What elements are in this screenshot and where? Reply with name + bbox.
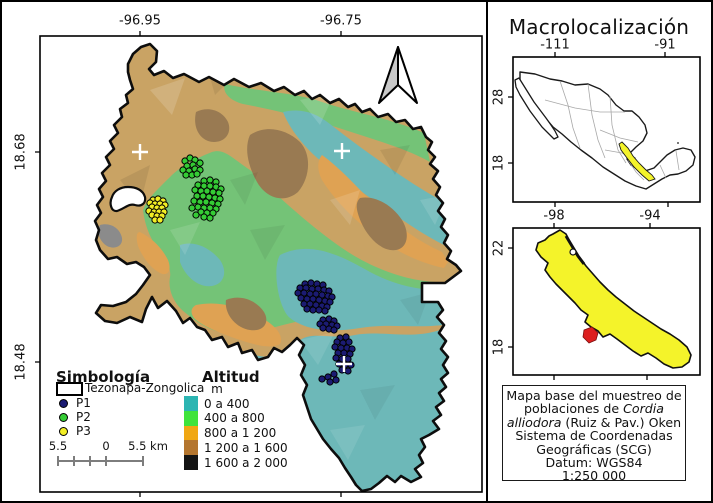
municipality-boundary <box>93 42 463 493</box>
veracruz-y-tick-label: 22 <box>491 239 507 257</box>
legend-row-p3: P3 <box>59 424 91 438</box>
veracruz-highlight <box>618 141 656 182</box>
caption-line: 1:250 000 <box>561 468 627 484</box>
population-dot-clusters <box>145 154 356 386</box>
p2-cluster <box>179 154 225 222</box>
elevation-zone-1600-2000-b <box>195 109 230 142</box>
shadow-patch-a <box>98 224 123 248</box>
graticule-crosses <box>132 143 352 372</box>
mexico-x-tick-label: -111 <box>540 37 570 53</box>
scale-bar <box>57 456 144 466</box>
altitude-class-swatch <box>184 425 198 441</box>
x-tick-label: -96.95 <box>119 13 161 29</box>
inset-panel-title: Macrolocalización <box>508 15 690 39</box>
y-tick-label: 18.48 <box>13 343 29 381</box>
p2-legend-label: P2 <box>76 410 91 424</box>
elevation-zone-0-400-northeast <box>283 110 461 255</box>
p1-legend-label: P1 <box>76 396 91 410</box>
caption-line: alliodora (Ruiz & Pav.) Oken <box>506 414 682 430</box>
caption-line: Datum: WGS84 <box>545 455 643 471</box>
veracruz-x-tick-label: -94 <box>639 208 661 224</box>
altitude-class-label: 1 600 a 2 000 <box>204 455 288 470</box>
graticule-cross <box>334 143 350 159</box>
mexico-inset-map <box>508 52 701 207</box>
altitude-class-label: 800 a 1 200 <box>204 426 277 441</box>
mexico-x-tick-label: -91 <box>654 37 676 53</box>
veracruz-x-tick-label: -98 <box>543 208 565 224</box>
elevation-zone-800-1200-southwest <box>191 303 282 347</box>
symbology-legend-title: Simbología <box>56 368 151 386</box>
main-map-frame <box>35 31 483 497</box>
mexico-outline <box>519 71 696 190</box>
boundary-label: Tezonapa-Zongolica <box>85 381 205 395</box>
veracruz-lagoon <box>569 248 577 256</box>
altitude-class-swatch <box>184 455 198 471</box>
y-tick-label: 18.68 <box>13 133 29 171</box>
x-tick-label: -96.75 <box>320 13 362 29</box>
altitude-class-swatch <box>184 410 198 426</box>
mexico-state-borders <box>544 80 680 181</box>
altitude-legend-title: Altitud <box>202 368 260 386</box>
mexico-y-tick-label: 18 <box>491 154 507 172</box>
p1-legend-dot <box>59 398 68 408</box>
elevation-zone-800-1200-east <box>318 155 448 268</box>
p3-cluster <box>145 195 169 224</box>
elevation-zone-0-400-west <box>180 243 225 287</box>
legend-row-p2: P2 <box>59 410 91 424</box>
caption-line: Mapa base del muestreo de <box>506 388 682 403</box>
altitude-class-label: 0 a 400 <box>204 396 250 411</box>
altitude-class-row: 0 a 400 <box>184 396 250 411</box>
altitude-class-row: 1 200 a 1 600 <box>184 440 288 456</box>
altitude-class-row: 1 600 a 2 000 <box>184 455 288 471</box>
veracruz-y-tick-label: 18 <box>491 338 507 356</box>
map-caption: Mapa base del muestreo de poblaciones de … <box>502 385 686 484</box>
legend-row-p1: P1 <box>59 396 91 410</box>
altitude-class-label: 400 a 800 <box>204 411 265 426</box>
elevation-zone-1600-2000-c <box>356 197 407 251</box>
altitude-class-label: 1 200 a 1 600 <box>204 440 288 455</box>
p2-legend-dot <box>59 412 68 422</box>
p3-legend-label: P3 <box>76 424 91 438</box>
altitude-class-swatch <box>184 440 198 456</box>
graticule-cross <box>336 356 352 372</box>
shadow-patch-b <box>174 328 205 352</box>
p3-legend-dot <box>59 426 68 436</box>
boundary-swatch <box>56 382 83 396</box>
mexico-y-tick-label: 28 <box>491 88 507 106</box>
altitude-unit-label: m <box>211 382 223 396</box>
graticule-cross <box>132 144 148 160</box>
boundary-hole <box>109 185 147 213</box>
study-area-highlight <box>582 326 599 344</box>
elevation-zone-800-1200-west <box>136 232 170 275</box>
elevation-zone-1600-2000-a <box>247 129 309 199</box>
caption-line: Sistema de Coordenadas <box>515 428 673 444</box>
panel-divider <box>486 0 488 503</box>
baja-california-outline <box>514 77 559 140</box>
altitude-class-swatch <box>184 396 198 411</box>
scale-left-label: 5.5 <box>48 439 68 453</box>
caption-line: poblaciones de Cordia <box>524 401 664 417</box>
north-arrow-icon <box>378 46 418 104</box>
scale-zero-label: 0 <box>102 439 110 453</box>
veracruz-state-outline <box>535 229 692 369</box>
altitude-class-row: 400 a 800 <box>184 410 265 426</box>
scale-right-label: 5.5 km <box>128 439 168 453</box>
caption-line: Geográficas (SCG) <box>536 441 652 457</box>
veracruz-inset-map <box>508 223 701 380</box>
altitude-class-row: 800 a 1 200 <box>184 425 277 441</box>
elevation-zone-1600-2000-d <box>225 297 267 331</box>
